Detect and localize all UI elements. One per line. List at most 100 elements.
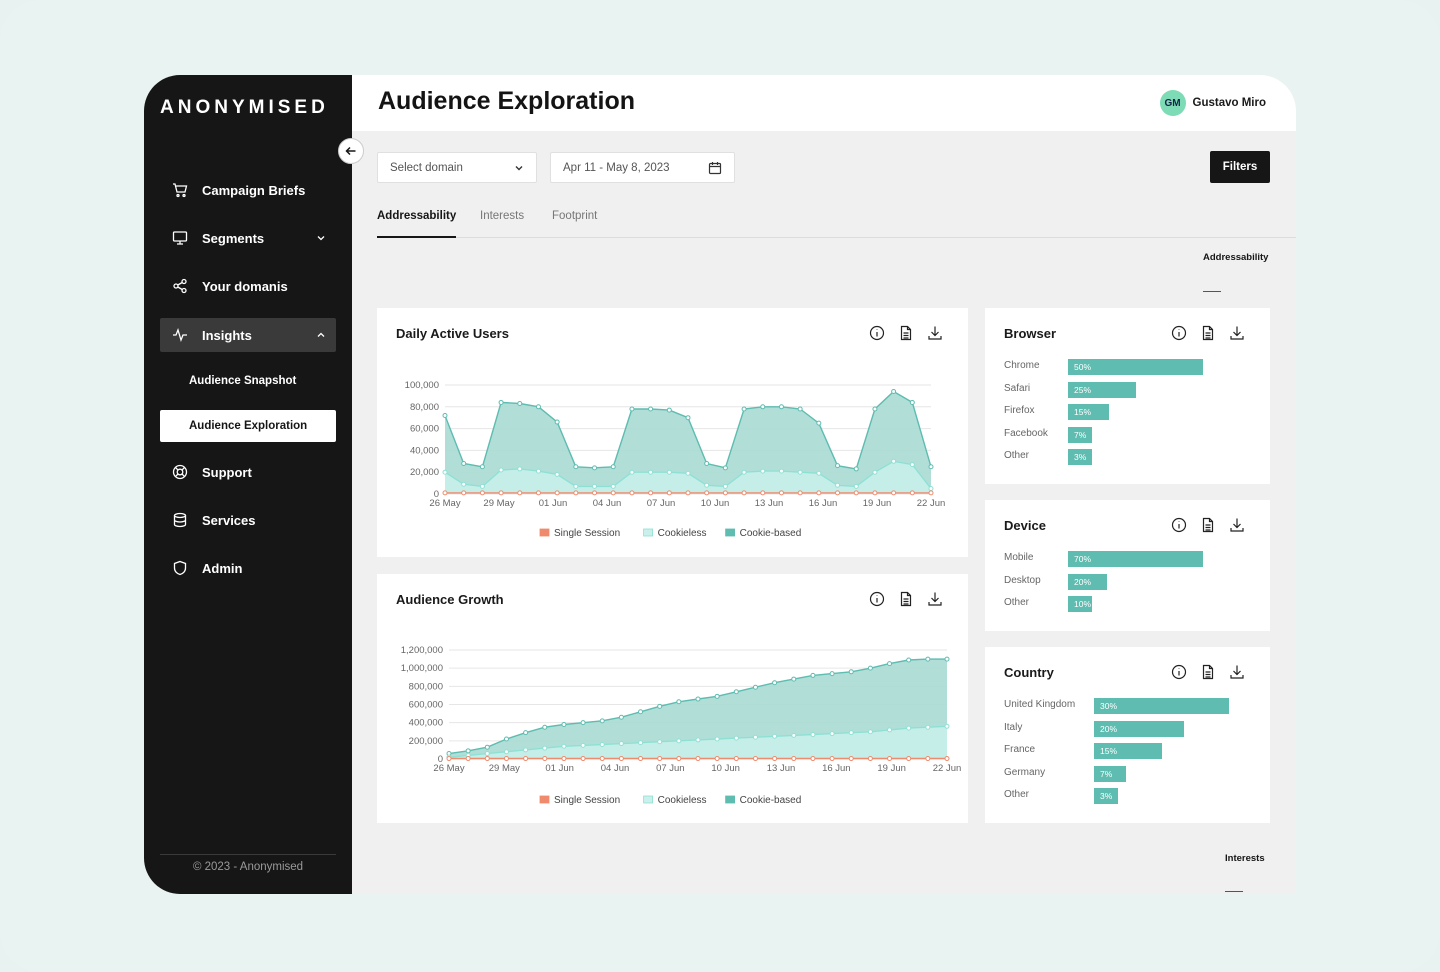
header: Audience Exploration GM Gustavo Miro: [352, 75, 1296, 131]
cookieless-point: [835, 482, 841, 488]
cookieless-point: [722, 483, 728, 489]
single-session-point: [465, 756, 471, 762]
sidebar-item-insights[interactable]: Insights: [160, 318, 336, 352]
filters-button[interactable]: Filters: [1210, 151, 1270, 183]
sidebar-subitem-audience-snapshot[interactable]: Audience Snapshot: [189, 375, 297, 387]
cookie-based-point: [835, 463, 841, 469]
single-session-point: [778, 490, 784, 496]
download-icon[interactable]: [927, 591, 943, 607]
cookie-based-point: [872, 406, 878, 412]
cookie-based-point: [648, 406, 654, 412]
cookie-based-point: [479, 464, 485, 470]
single-session-point: [542, 756, 548, 762]
cookie-based-point: [778, 404, 784, 410]
cookieless-point: [573, 483, 579, 489]
legend-label: Single Session: [554, 795, 620, 806]
single-session-point: [638, 756, 644, 762]
single-session-point: [816, 490, 822, 496]
y-tick-label: 1,200,000: [401, 645, 443, 656]
bar: 7%: [1068, 426, 1092, 443]
bar: 50%: [1068, 359, 1203, 375]
bar-row: Facebook 7%: [1004, 426, 1254, 443]
card-title: Browser: [1004, 326, 1057, 341]
bar: 3%: [1094, 788, 1118, 804]
tab-bar: Addressability Interests Footprint: [377, 203, 1296, 238]
lifebuoy-icon: [172, 464, 188, 480]
document-icon[interactable]: [898, 591, 914, 607]
document-icon[interactable]: [1200, 664, 1216, 680]
download-icon[interactable]: [1229, 325, 1245, 341]
cookieless-point: [657, 739, 663, 745]
download-icon[interactable]: [927, 325, 943, 341]
single-session-point: [867, 756, 873, 762]
legend-swatch: [539, 795, 550, 804]
date-range-value: Apr 11 - May 8, 2023: [563, 161, 670, 174]
bar: 15%: [1068, 404, 1109, 420]
bar-category-label: Firefox: [1004, 405, 1035, 416]
bar-row: Mobile 70%: [1004, 551, 1254, 567]
document-icon[interactable]: [1200, 325, 1216, 341]
single-session-point: [573, 490, 579, 496]
sidebar-item-support[interactable]: Support: [160, 455, 336, 489]
bar-category-label: Other: [1004, 450, 1030, 461]
cookie-based-point: [442, 413, 448, 419]
collapse-sidebar-button[interactable]: [338, 138, 364, 164]
sidebar-item-admin[interactable]: Admin: [160, 551, 336, 585]
document-icon[interactable]: [1200, 517, 1216, 533]
single-session-point: [925, 756, 931, 762]
cookieless-point: [829, 731, 835, 737]
audience-growth-chart: 1,200,000 1,000,000 800,000 600,000 400,000 2…: [401, 645, 962, 806]
cookie-based-point: [829, 671, 835, 677]
document-icon[interactable]: [898, 325, 914, 341]
sidebar-item-your-domains[interactable]: Your domanis: [160, 269, 336, 303]
sidebar-subitem-audience-exploration[interactable]: Audience Exploration: [160, 410, 336, 442]
bar-category-label: Other: [1004, 597, 1030, 608]
info-icon[interactable]: [1171, 517, 1187, 533]
single-session-point: [554, 490, 560, 496]
cookieless-point: [867, 729, 873, 735]
sidebar-item-segments[interactable]: Segments: [160, 221, 336, 255]
single-session-point: [648, 490, 654, 496]
cookie-based-point: [848, 669, 854, 675]
cookieless-point: [887, 727, 893, 733]
legend-swatch: [725, 528, 736, 537]
bar-category-label: Other: [1004, 789, 1030, 800]
bar-row: Other 3%: [1004, 788, 1254, 804]
avatar: GM: [1159, 90, 1186, 116]
tab-interests[interactable]: Interests: [480, 210, 525, 222]
info-icon[interactable]: [1171, 325, 1187, 341]
cookieless-point: [872, 469, 878, 475]
chevron-down-icon: [515, 165, 523, 170]
cookieless-point: [599, 741, 605, 747]
y-tick-label: 200,000: [409, 736, 443, 747]
single-session-point: [618, 756, 624, 762]
download-icon[interactable]: [1229, 517, 1245, 533]
user-menu[interactable]: GM Gustavo Miro: [1159, 90, 1266, 116]
y-tick-label: 40,000: [410, 445, 439, 456]
bar-category-label: Mobile: [1004, 552, 1034, 563]
single-session-point: [442, 490, 448, 496]
date-range-picker[interactable]: Apr 11 - May 8, 2023: [550, 152, 735, 183]
user-name: Gustavo Miro: [1192, 97, 1266, 109]
sidebar-item-campaign-briefs[interactable]: Campaign Briefs: [160, 173, 336, 207]
x-tick-label: 04 Jun: [593, 498, 622, 509]
tab-addressability[interactable]: Addressability: [377, 203, 457, 238]
section-label-addressability: Addressability: [1203, 252, 1269, 263]
cookie-based-point: [676, 699, 682, 705]
single-session-point: [714, 756, 720, 762]
cookieless-point: [853, 483, 859, 489]
monitor-icon: [172, 231, 188, 245]
sidebar-item-services[interactable]: Services: [160, 503, 336, 537]
download-icon[interactable]: [1229, 664, 1245, 680]
y-tick-label: 800,000: [409, 681, 443, 692]
info-icon[interactable]: [869, 591, 885, 607]
tab-footprint[interactable]: Footprint: [552, 210, 598, 222]
info-icon[interactable]: [1171, 664, 1187, 680]
domain-select[interactable]: Select domain: [377, 152, 537, 183]
cookieless-point: [535, 468, 541, 474]
cookieless-point: [542, 745, 548, 751]
cookieless-point: [906, 725, 912, 731]
y-tick-label: 0: [438, 754, 443, 765]
info-icon[interactable]: [869, 325, 885, 341]
cookie-based-point: [733, 689, 739, 695]
